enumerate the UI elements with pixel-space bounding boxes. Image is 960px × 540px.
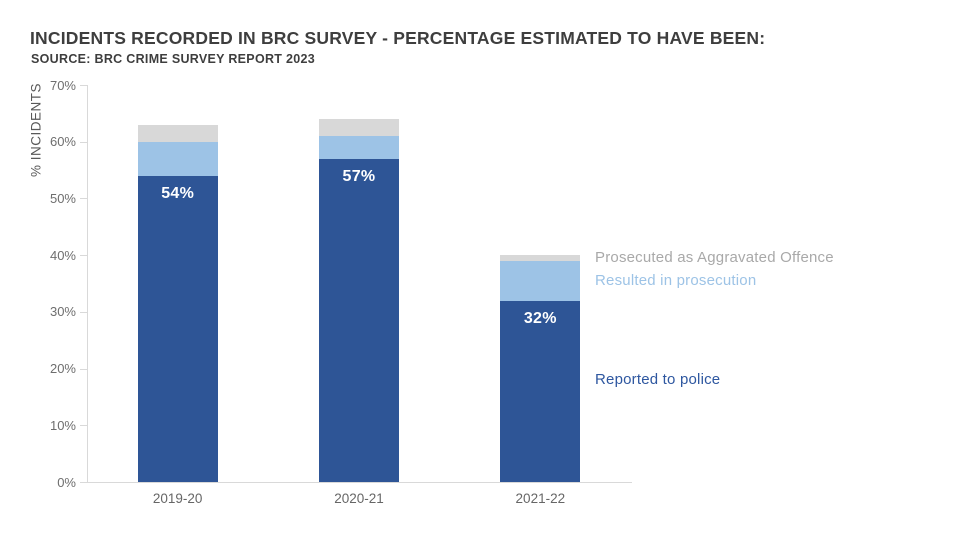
bar-2021-22-segment-prosecuted-as-aggravated-offence xyxy=(500,255,581,261)
legend-item-resulted-in-prosecution: Resulted in prosecution xyxy=(595,272,757,289)
y-tick-mark-50 xyxy=(80,198,87,200)
x-tick-label-2020-21: 2020-21 xyxy=(334,491,384,506)
y-axis-title: % INCIDENTS xyxy=(28,82,44,178)
y-tick-mark-20 xyxy=(80,368,87,370)
bar-2021-22-segment-resulted-in-prosecution xyxy=(500,260,581,301)
y-tick-label-40: 40% xyxy=(49,247,76,263)
y-tick-mark-30 xyxy=(80,311,87,313)
x-tick-label-2019-20: 2019-20 xyxy=(152,491,203,506)
bar-2019-20-segment-resulted-in-prosecution xyxy=(137,141,218,176)
bar-2019-20-segment-reported-to-police: 54% xyxy=(137,175,218,482)
legend-item-reported-to-police: Reported to police xyxy=(595,371,721,388)
chart-source: SOURCE: BRC CRIME SURVEY REPORT 2023 xyxy=(31,52,316,66)
y-tick-mark-0 xyxy=(80,482,87,483)
data-label-2020-21: 57% xyxy=(342,167,376,185)
y-tick-mark-40 xyxy=(80,255,87,257)
y-tick-label-10: 10% xyxy=(49,417,76,433)
y-tick-label-0: 0% xyxy=(57,474,76,490)
data-label-2021-22: 32% xyxy=(523,309,557,327)
y-tick-label-70: 70% xyxy=(49,77,76,93)
bar-2020-21-segment-prosecuted-as-aggravated-offence xyxy=(319,119,399,137)
y-tick-label-20: 20% xyxy=(49,361,76,377)
y-tick-label-60: 60% xyxy=(49,134,76,150)
y-tick-label-50: 50% xyxy=(49,190,76,206)
data-label-2019-20: 54% xyxy=(161,184,195,202)
y-tick-mark-10 xyxy=(80,425,87,427)
bar-2020-21-segment-resulted-in-prosecution xyxy=(319,136,399,159)
plot-area xyxy=(87,85,632,483)
legend-item-prosecuted-as-aggravated-offence: Prosecuted as Aggravated Offence xyxy=(595,249,834,266)
y-tick-mark-70 xyxy=(80,85,87,86)
y-tick-mark-60 xyxy=(80,141,87,143)
bar-2020-21-segment-reported-to-police: 57% xyxy=(319,158,399,482)
y-tick-label-30: 30% xyxy=(49,304,76,320)
bar-2019-20-segment-prosecuted-as-aggravated-offence xyxy=(137,124,218,142)
bar-2021-22-segment-reported-to-police: 32% xyxy=(500,300,581,482)
chart-title: INCIDENTS RECORDED IN BRC SURVEY - PERCE… xyxy=(30,28,766,48)
x-tick-label-2021-22: 2021-22 xyxy=(515,491,566,506)
